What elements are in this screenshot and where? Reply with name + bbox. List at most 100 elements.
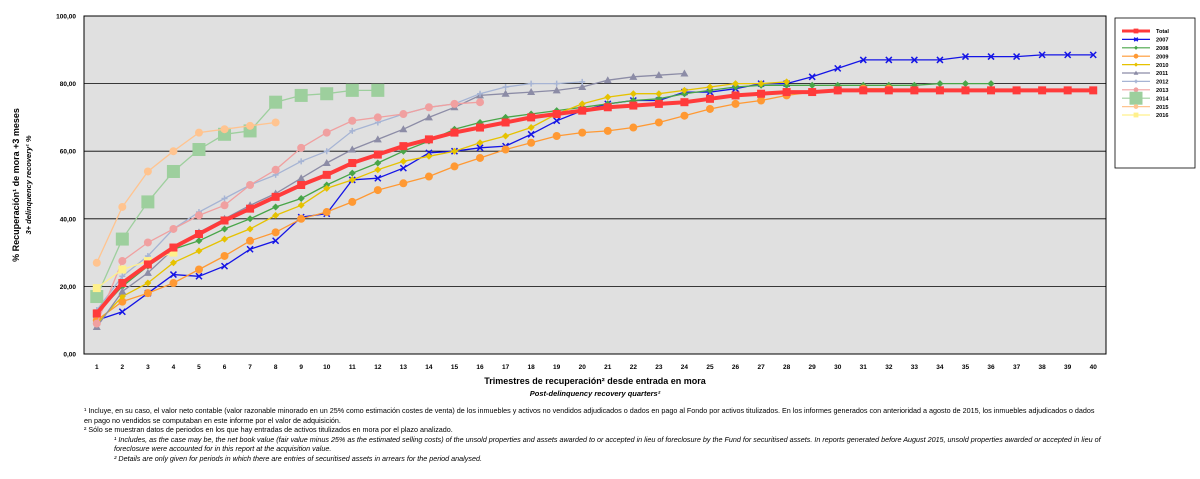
data-point [169, 259, 177, 267]
data-point [169, 147, 178, 156]
data-point [910, 86, 919, 95]
data-point [424, 135, 433, 144]
data-point [195, 247, 203, 255]
x-tick-label: 33 [911, 364, 919, 371]
legend-label: 2013 [1156, 88, 1168, 94]
series-line [96, 81, 787, 325]
data-point [655, 90, 663, 98]
x-tick-label: 4 [172, 364, 176, 371]
footnote-en-1: ¹ Includes, as the case may be, the net … [114, 434, 1101, 454]
data-point [859, 86, 868, 95]
series-line [96, 82, 991, 314]
x-tick-label: 39 [1064, 364, 1072, 371]
data-point [476, 98, 485, 107]
data-point [195, 237, 203, 245]
data-point [246, 245, 254, 253]
y-tick-label: 40,00 [60, 216, 77, 223]
data-point [271, 228, 280, 237]
data-point [629, 123, 638, 132]
data-point [246, 121, 255, 130]
data-point [348, 116, 357, 125]
data-point [399, 164, 407, 172]
data-point [450, 128, 459, 137]
x-tick-label: 15 [451, 364, 459, 371]
series-2010 [93, 78, 791, 328]
data-point [272, 211, 280, 219]
data-point [782, 88, 791, 97]
data-point [808, 88, 817, 97]
data-point [141, 195, 155, 209]
data-point [271, 118, 280, 127]
data-point [987, 86, 996, 95]
legend-label: 2007 [1156, 38, 1168, 44]
data-point [987, 53, 995, 61]
data-point [501, 145, 510, 154]
data-point [1089, 51, 1097, 59]
data-point [118, 287, 127, 295]
data-point [92, 319, 101, 328]
series-line [96, 121, 276, 263]
x-tick-label: 20 [579, 364, 587, 371]
data-point [374, 174, 382, 182]
data-point [987, 80, 995, 88]
data-point [298, 158, 305, 165]
data-point [476, 139, 484, 147]
data-point [269, 95, 283, 109]
data-point [322, 170, 331, 179]
data-point [424, 172, 433, 181]
data-point [1133, 37, 1139, 42]
data-point [144, 279, 152, 287]
data-point [528, 80, 535, 87]
data-point [654, 118, 663, 127]
data-point [527, 113, 536, 122]
x-tick-label: 1 [95, 364, 99, 371]
legend-label: 2012 [1156, 80, 1168, 86]
x-tick-label: 35 [962, 364, 970, 371]
data-point [246, 225, 254, 233]
data-point [371, 83, 385, 97]
legend-label: 2008 [1156, 46, 1168, 52]
x-tick-label: 14 [425, 364, 433, 371]
x-tick-label: 26 [732, 364, 740, 371]
data-point [118, 202, 127, 211]
data-point [118, 265, 127, 274]
series-line [96, 88, 889, 321]
x-tick-label: 25 [706, 364, 714, 371]
data-point [910, 56, 918, 64]
data-point [885, 56, 893, 64]
footnotes: ¹ Incluye, en su caso, el valor neto con… [84, 406, 1104, 464]
x-tick-label: 3 [146, 364, 150, 371]
x-tick-label: 22 [630, 364, 638, 371]
data-point [348, 169, 356, 177]
data-point [859, 56, 867, 64]
legend-box [1114, 17, 1196, 169]
data-point [221, 225, 229, 233]
data-point [320, 87, 334, 101]
x-tick-label: 21 [604, 364, 612, 371]
data-point [297, 181, 306, 189]
data-point [297, 201, 305, 209]
data-point [373, 113, 382, 122]
x-tick-label: 6 [223, 364, 227, 371]
data-point [220, 251, 229, 260]
y-axis-ticks: 0,00 20,00 40,00 60,00 80,00 100,00 [56, 14, 76, 359]
x-tick-label: 9 [299, 364, 303, 371]
data-point [119, 273, 126, 280]
data-point [246, 236, 255, 245]
data-point [348, 176, 356, 184]
data-point [501, 118, 510, 127]
data-point [92, 258, 101, 267]
data-point [143, 289, 152, 298]
data-point [169, 243, 178, 252]
legend: Total 2007 2008 2009 2010 2011 2012 2013 2014 201… [1114, 17, 1196, 169]
data-point [374, 159, 382, 167]
data-point [680, 111, 689, 120]
data-point [246, 215, 254, 223]
data-point [578, 82, 587, 90]
data-point [194, 265, 203, 274]
x-tick-label: 18 [528, 364, 536, 371]
data-point [322, 128, 331, 137]
x-tick-label: 13 [400, 364, 408, 371]
